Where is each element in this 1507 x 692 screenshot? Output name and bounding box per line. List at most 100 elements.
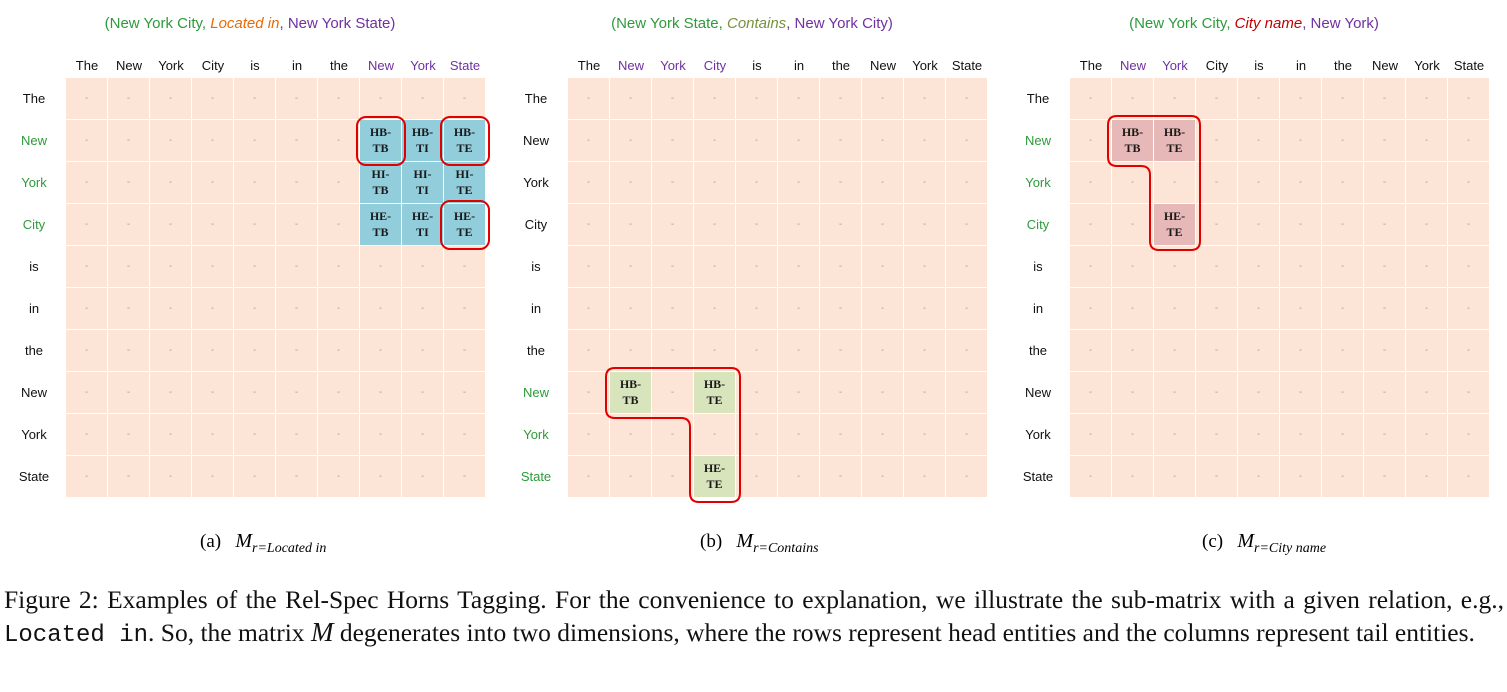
row-header: York — [523, 175, 549, 190]
empty-cell: - — [318, 78, 360, 120]
matrix-symbol: M — [1237, 530, 1255, 552]
empty-cell: - — [276, 78, 318, 120]
empty-cell: - — [1280, 330, 1322, 372]
tag-outline — [1107, 115, 1201, 251]
empty-cell: - — [568, 414, 610, 456]
tag-tail-part: TE — [456, 225, 473, 239]
empty-cell: - — [610, 162, 652, 204]
row-header: The — [22, 91, 46, 106]
empty-cell: - — [694, 414, 736, 456]
title-tail: New York City — [794, 15, 888, 32]
empty-cell: - — [1112, 288, 1154, 330]
empty-cell: - — [192, 288, 234, 330]
col-header: in — [291, 58, 303, 73]
empty-cell: - — [1154, 288, 1196, 330]
panel-title: (New York State, Contains, New York City… — [502, 15, 1002, 32]
col-header: York — [1414, 58, 1440, 73]
empty-cell: - — [862, 414, 904, 456]
tag-head-part: HB- — [411, 125, 434, 139]
empty-cell: - — [1070, 414, 1112, 456]
empty-cell: - — [318, 330, 360, 372]
empty-cell: - — [694, 204, 736, 246]
empty-cell: - — [192, 120, 234, 162]
empty-cell: - — [402, 288, 444, 330]
empty-cell: - — [192, 414, 234, 456]
subfigure-label: (b) — [700, 531, 723, 552]
caption-text-3: degenerates into two dimensions, where t… — [333, 618, 1475, 647]
empty-cell: - — [360, 288, 402, 330]
empty-cell: - — [108, 414, 150, 456]
empty-cell: - — [1070, 372, 1112, 414]
empty-cell: - — [946, 330, 988, 372]
empty-cell: - — [610, 456, 652, 498]
empty-cell: - — [820, 372, 862, 414]
empty-cell: - — [402, 330, 444, 372]
empty-cell: - — [862, 288, 904, 330]
row-header: York — [523, 427, 549, 442]
empty-cell: - — [1280, 456, 1322, 498]
empty-cell: - — [778, 78, 820, 120]
title-close: ) — [1373, 15, 1379, 32]
empty-cell: - — [66, 246, 108, 288]
row-header: in — [28, 301, 40, 316]
empty-cell: - — [192, 162, 234, 204]
empty-cell: - — [820, 288, 862, 330]
matrix-subscript: r=Contains — [753, 541, 819, 556]
empty-cell: - — [946, 120, 988, 162]
empty-cell: - — [862, 78, 904, 120]
empty-cell: - — [1112, 372, 1154, 414]
caption-code: Located in — [4, 622, 149, 649]
empty-cell: - — [402, 372, 444, 414]
spacer — [221, 531, 235, 552]
empty-cell: - — [652, 372, 694, 414]
empty-cell: - — [568, 120, 610, 162]
empty-cell: - — [904, 456, 946, 498]
empty-cell: - — [234, 372, 276, 414]
figure-caption: Figure 2: Examples of the Rel-Spec Horns… — [4, 584, 1504, 652]
empty-cell: - — [1322, 246, 1364, 288]
empty-cell: - — [1448, 330, 1490, 372]
panel-a: (New York City, Located in, New York Sta… — [0, 0, 500, 570]
tag-cell: HE- TE — [694, 456, 736, 498]
empty-cell: - — [946, 372, 988, 414]
col-header: The — [1079, 58, 1103, 73]
tag-cell: HB- TB — [360, 120, 402, 162]
empty-cell: - — [1070, 78, 1112, 120]
col-header: York — [1162, 58, 1188, 73]
panel-b: (New York State, Contains, New York City… — [502, 0, 1002, 570]
row-header: City — [22, 217, 46, 232]
title-head: New York City — [109, 15, 202, 32]
empty-cell: - — [1238, 288, 1280, 330]
empty-cell: - — [108, 204, 150, 246]
tag-head-part: HE- — [411, 209, 434, 223]
empty-cell: - — [150, 288, 192, 330]
empty-cell: - — [652, 204, 694, 246]
tag-head-part: HE- — [703, 461, 726, 475]
empty-cell: - — [778, 456, 820, 498]
empty-cell: - — [1280, 414, 1322, 456]
col-header: State — [1453, 58, 1485, 73]
empty-cell: - — [1280, 162, 1322, 204]
tag-cell: HI- TI — [402, 162, 444, 204]
empty-cell: - — [610, 78, 652, 120]
empty-cell: - — [66, 120, 108, 162]
tag-tail-part: TB — [1124, 141, 1141, 155]
tag-outline — [605, 367, 741, 503]
row-header: The — [1026, 91, 1050, 106]
empty-cell: - — [1154, 246, 1196, 288]
empty-cell: - — [736, 372, 778, 414]
tag-cell: HE- TE — [1154, 204, 1196, 246]
empty-cell: - — [234, 456, 276, 498]
empty-cell: - — [108, 246, 150, 288]
empty-cell: - — [778, 414, 820, 456]
empty-cell: - — [234, 330, 276, 372]
empty-cell: - — [1406, 288, 1448, 330]
title-relation: City name — [1234, 15, 1303, 32]
empty-cell: - — [192, 78, 234, 120]
empty-cell: - — [1070, 120, 1112, 162]
subfigure-caption: (b) Mr=Contains — [700, 530, 819, 556]
title-tail: New York — [1310, 15, 1374, 32]
empty-cell: - — [1070, 162, 1112, 204]
tag-tail-part: TE — [1166, 225, 1183, 239]
empty-cell: - — [402, 78, 444, 120]
